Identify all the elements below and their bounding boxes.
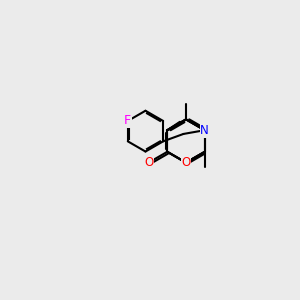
Text: F: F <box>124 114 131 128</box>
Text: O: O <box>182 156 190 169</box>
Text: O: O <box>182 156 190 169</box>
Text: O: O <box>144 156 153 169</box>
Text: N: N <box>200 124 209 137</box>
